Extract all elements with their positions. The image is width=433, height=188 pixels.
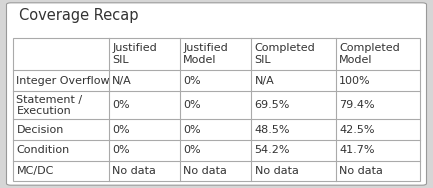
Text: N/A: N/A (112, 76, 132, 86)
Text: Coverage Recap: Coverage Recap (19, 8, 139, 24)
Text: 0%: 0% (112, 125, 130, 135)
Text: Justified
SIL: Justified SIL (112, 43, 157, 65)
Text: Completed
SIL: Completed SIL (255, 43, 315, 65)
Text: 0%: 0% (112, 100, 130, 110)
Text: No data: No data (112, 166, 156, 176)
Text: N/A: N/A (255, 76, 275, 86)
Bar (13, 38, 420, 181)
Text: 0%: 0% (183, 125, 201, 135)
Text: 79.4%: 79.4% (339, 100, 375, 110)
Text: Integer Overflow: Integer Overflow (16, 76, 110, 86)
Text: MC/DC: MC/DC (16, 166, 54, 176)
Text: No data: No data (183, 166, 227, 176)
Text: 0%: 0% (183, 146, 201, 155)
Text: Decision: Decision (16, 125, 64, 135)
Text: Justified
Model: Justified Model (183, 43, 228, 65)
Text: 0%: 0% (112, 146, 130, 155)
Text: 48.5%: 48.5% (255, 125, 290, 135)
Text: 100%: 100% (339, 76, 371, 86)
Text: 54.2%: 54.2% (255, 146, 290, 155)
Text: 0%: 0% (183, 76, 201, 86)
FancyBboxPatch shape (6, 3, 427, 185)
Text: Completed
Model: Completed Model (339, 43, 400, 65)
Text: 0%: 0% (183, 100, 201, 110)
Text: 69.5%: 69.5% (255, 100, 290, 110)
Text: 41.7%: 41.7% (339, 146, 375, 155)
Text: Statement /
Execution: Statement / Execution (16, 95, 83, 116)
Text: No data: No data (255, 166, 298, 176)
Text: Condition: Condition (16, 146, 70, 155)
Text: No data: No data (339, 166, 383, 176)
Text: 42.5%: 42.5% (339, 125, 375, 135)
